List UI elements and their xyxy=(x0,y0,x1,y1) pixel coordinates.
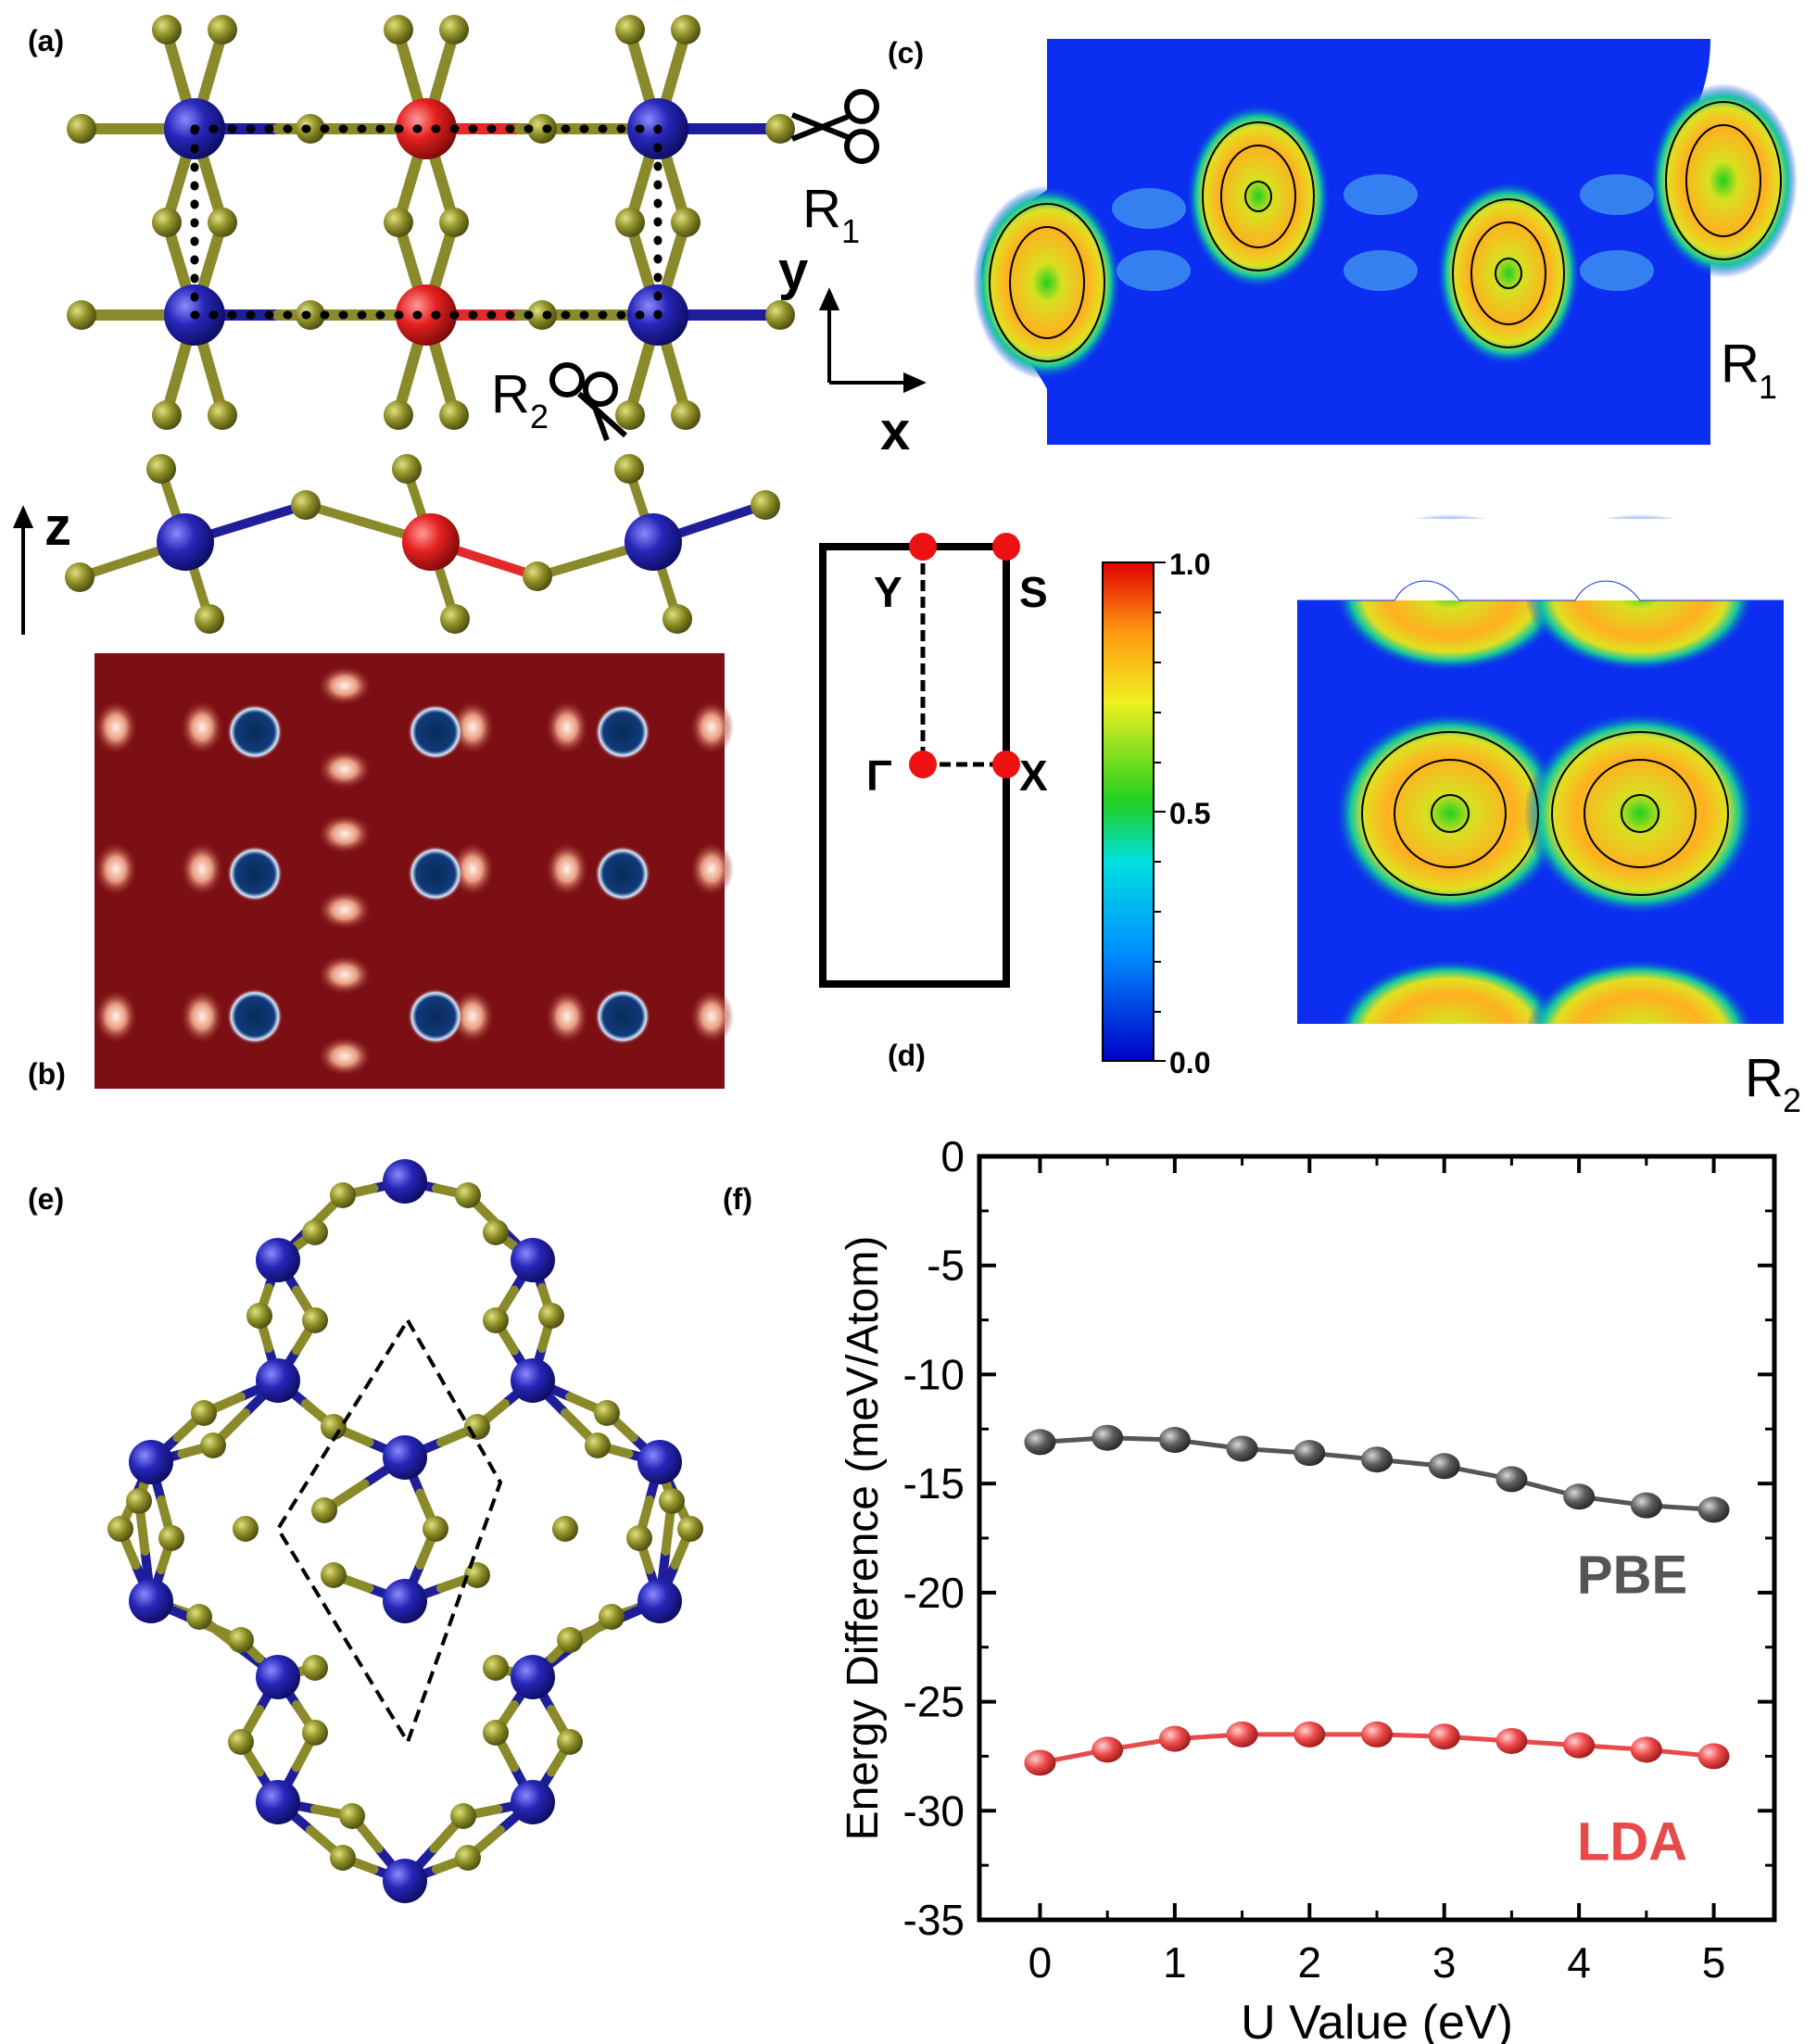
x-tick-label: 2 xyxy=(1297,1938,1321,1987)
series-label-lda: LDA xyxy=(1577,1811,1687,1872)
axis-label-y: y xyxy=(778,241,808,301)
data-point-lda xyxy=(1024,1749,1056,1776)
x-tick-label: 3 xyxy=(1432,1938,1457,1987)
y-tick-label: -30 xyxy=(903,1786,965,1835)
elf-r1-label-main: R xyxy=(1721,334,1760,394)
panel-label-b: (b) xyxy=(28,1057,66,1091)
bz-point-gamma: Γ xyxy=(866,751,892,800)
data-point-pbe xyxy=(1630,1492,1662,1519)
panel-e-lattice xyxy=(107,1159,703,1903)
colorbar-mid-label: 0.5 xyxy=(1169,797,1210,830)
panel-label-c: (c) xyxy=(888,36,924,69)
colorbar-max-label: 1.0 xyxy=(1169,548,1210,581)
elf-r2-label-main: R xyxy=(1745,1048,1784,1108)
y-tick-label: -25 xyxy=(903,1678,965,1726)
bz-point-x: X xyxy=(1019,751,1048,800)
z-axis-arrow xyxy=(12,505,34,635)
panel-a-side-view xyxy=(65,454,780,634)
panel-f-chart: 0 -5 -10 -15 -20 -25 -30 -35 0 1 2 3 4 5 U Value (eV) E… xyxy=(839,1132,1777,2044)
y-tick-label: -35 xyxy=(903,1896,965,1944)
data-point-pbe xyxy=(1158,1427,1191,1454)
y-tick-label: -15 xyxy=(903,1459,965,1508)
data-point-pbe xyxy=(1361,1446,1393,1473)
x-tick-label: 0 xyxy=(1028,1938,1053,1987)
axis-label-x: x xyxy=(880,401,910,461)
cut-label-r2-sub: 2 xyxy=(530,397,549,435)
data-point-pbe xyxy=(1428,1453,1460,1480)
panel-label-d: (d) xyxy=(888,1039,926,1072)
panel-d-brillouin-zone xyxy=(819,533,1020,988)
axis-label-z: z xyxy=(44,497,71,557)
y-axis-label: Energy Difference (meV/Atom) xyxy=(839,1236,888,1841)
x-tick-label: 4 xyxy=(1567,1938,1591,1987)
panel-r2-elf-map xyxy=(1297,514,1788,1117)
y-tick-label: -5 xyxy=(927,1242,965,1290)
data-point-lda xyxy=(1495,1727,1528,1754)
data-point-pbe xyxy=(1293,1440,1326,1467)
y-tick-label: -10 xyxy=(903,1350,965,1398)
xy-axes-arrows xyxy=(818,287,927,394)
data-point-lda xyxy=(1428,1723,1460,1750)
x-tick-label: 1 xyxy=(1163,1938,1187,1987)
panel-label-e: (e) xyxy=(28,1182,64,1216)
data-point-lda xyxy=(1293,1721,1326,1747)
scissors-r1-icon xyxy=(790,89,879,164)
cut-label-r1-main: R xyxy=(802,179,841,239)
panel-label-f: (f) xyxy=(723,1182,752,1216)
data-point-pbe xyxy=(1024,1429,1056,1456)
data-point-pbe xyxy=(1226,1435,1258,1462)
x-tick-label: 5 xyxy=(1702,1938,1726,1987)
colorbar xyxy=(1102,561,1166,1062)
panel-e-unit-cell xyxy=(275,1317,503,1747)
data-point-lda xyxy=(1158,1725,1191,1752)
data-point-lda xyxy=(1361,1721,1393,1747)
panel-label-a: (a) xyxy=(28,24,64,57)
y-tick-label: -20 xyxy=(903,1569,965,1617)
panel-b-map xyxy=(94,653,734,1089)
x-axis-label: U Value (eV) xyxy=(1241,1996,1513,2044)
data-point-pbe xyxy=(1563,1483,1596,1510)
colorbar-min-label: 0.0 xyxy=(1169,1046,1210,1079)
data-point-lda xyxy=(1226,1721,1258,1747)
plot-frame xyxy=(977,1154,1777,1923)
data-point-pbe xyxy=(1697,1496,1730,1523)
data-point-pbe xyxy=(1495,1466,1528,1493)
panel-a-top-view xyxy=(67,15,795,430)
data-point-lda xyxy=(1091,1736,1124,1763)
data-point-lda xyxy=(1563,1732,1596,1759)
data-point-lda xyxy=(1697,1743,1730,1770)
data-point-pbe xyxy=(1091,1424,1124,1451)
elf-r1-label-sub: 1 xyxy=(1759,368,1777,406)
cut-label-r2-main: R xyxy=(491,364,530,424)
panel-c-elf-map xyxy=(973,39,1798,445)
data-point-lda xyxy=(1630,1736,1662,1763)
y-tick-label: 0 xyxy=(940,1132,965,1180)
scissors-r2-icon xyxy=(549,362,628,442)
unit-cell-outline xyxy=(190,124,662,320)
bz-point-s: S xyxy=(1019,568,1048,616)
series-label-pbe: PBE xyxy=(1577,1545,1687,1605)
cut-label-r1-sub: 1 xyxy=(841,212,860,250)
bz-point-y: Y xyxy=(874,568,902,616)
elf-r2-label-sub: 2 xyxy=(1783,1081,1801,1119)
